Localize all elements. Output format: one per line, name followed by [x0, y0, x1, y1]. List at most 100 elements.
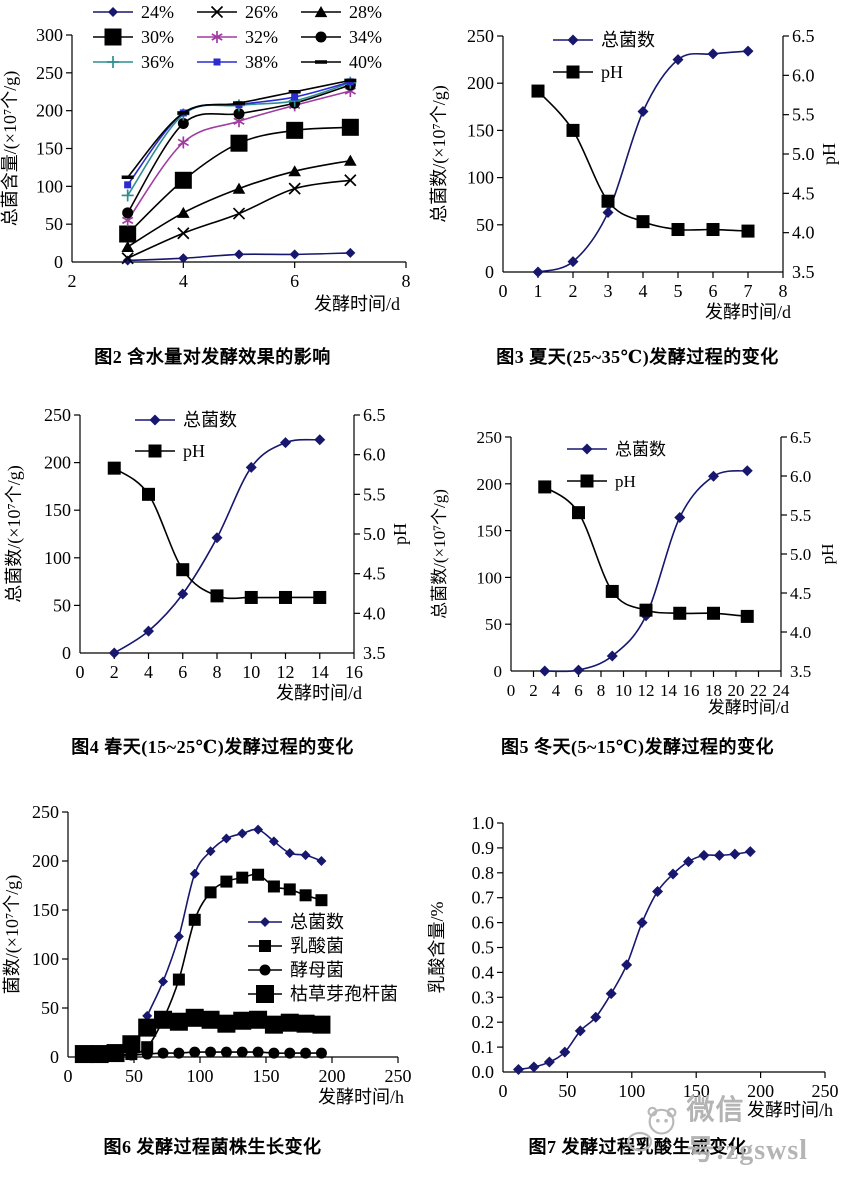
svg-text:乳酸含量/%: 乳酸含量/%: [427, 901, 447, 993]
svg-text:12: 12: [277, 662, 295, 682]
svg-text:26%: 26%: [245, 2, 278, 22]
svg-text:2: 2: [68, 271, 77, 291]
svg-text:200: 200: [477, 475, 503, 494]
fig4-caption: 图4 春天(15~25℃)发酵过程的变化: [71, 737, 354, 757]
svg-text:0: 0: [62, 643, 71, 663]
svg-text:菌数/(×10⁷个/g): 菌数/(×10⁷个/g): [2, 875, 23, 994]
series-24%: [122, 247, 356, 266]
svg-text:0: 0: [485, 262, 494, 282]
tick-labels: 0 50 100 150 200 250 300 2 4 6 8: [36, 25, 411, 291]
svg-text:0.6: 0.6: [472, 913, 495, 933]
svg-text:总菌数: 总菌数: [290, 912, 344, 932]
svg-text:10: 10: [242, 662, 260, 682]
series-28%: [121, 154, 357, 252]
series-pH: [538, 480, 754, 623]
svg-text:0: 0: [50, 1047, 59, 1067]
svg-text:3.5: 3.5: [790, 662, 811, 681]
axes: [497, 822, 826, 1078]
svg-text:200: 200: [747, 1081, 774, 1101]
svg-text:150: 150: [32, 900, 59, 920]
svg-text:4.5: 4.5: [790, 584, 811, 603]
svg-text:200: 200: [36, 101, 63, 121]
svg-text:4.5: 4.5: [363, 564, 386, 584]
axes: [497, 35, 789, 278]
svg-text:150: 150: [467, 120, 494, 140]
svg-text:0: 0: [494, 662, 503, 681]
svg-text:16: 16: [345, 662, 363, 682]
svg-text:2: 2: [110, 662, 119, 682]
svg-text:pH: pH: [183, 441, 205, 461]
svg-text:pH: pH: [615, 472, 636, 491]
svg-text:50: 50: [125, 1066, 143, 1086]
svg-text:200: 200: [44, 453, 71, 473]
svg-text:250: 250: [44, 405, 71, 425]
svg-text:5.0: 5.0: [792, 144, 815, 164]
svg-text:50: 50: [45, 214, 63, 234]
svg-text:250: 250: [385, 1066, 412, 1086]
fig4-chart: 0 50 100 150 200 250 0 2 4 6 8 10 12 14 163.5 4.0 4.5 5.0…: [4, 405, 410, 703]
svg-text:250: 250: [812, 1081, 839, 1101]
svg-text:100: 100: [32, 949, 59, 969]
svg-text:1.0: 1.0: [472, 813, 495, 833]
axis-titles: 总菌数/(×10⁷个/g) pH 发酵时间/d: [429, 85, 839, 322]
legend: 总菌数 pH: [135, 410, 237, 461]
svg-text:4: 4: [552, 681, 561, 700]
svg-text:总菌数/(×10⁷个/g): 总菌数/(×10⁷个/g): [430, 489, 449, 619]
fig3-chart: 0 50 100 150 200 250 0 1 2 3 4 5 6 7 83.5 4.0 4.5 5.0 5.5 6…: [429, 26, 839, 322]
svg-text:pH: pH: [601, 62, 623, 82]
svg-text:20: 20: [728, 681, 745, 700]
svg-text:总菌数: 总菌数: [183, 410, 237, 430]
svg-text:4: 4: [639, 281, 648, 301]
figure-7: 0.0 0.1 0.2 0.3 0.4 0.5 0.6 0.7 0.8 0.9 1.0 0 50 100 1…: [425, 780, 850, 1178]
svg-text:200: 200: [319, 1066, 346, 1086]
svg-text:32%: 32%: [245, 27, 278, 47]
svg-text:5.0: 5.0: [363, 524, 386, 544]
svg-text:6.5: 6.5: [363, 405, 386, 425]
svg-text:6: 6: [709, 281, 718, 301]
svg-text:150: 150: [44, 500, 71, 520]
svg-text:0: 0: [76, 662, 85, 682]
svg-text:30%: 30%: [141, 27, 174, 47]
series-26%: [121, 174, 357, 265]
svg-text:6.0: 6.0: [792, 65, 815, 85]
axis-titles: 总菌数/(×10⁷个/g) pH 发酵时间/d: [4, 465, 410, 703]
svg-text:6.5: 6.5: [792, 26, 815, 46]
svg-text:6: 6: [178, 662, 187, 682]
svg-text:总菌数/(×10⁷个/g): 总菌数/(×10⁷个/g): [4, 465, 25, 602]
svg-text:4.0: 4.0: [363, 603, 386, 623]
legend: 24% 26% 28% 30% 32% 34% 36% 38% 40%: [93, 2, 382, 72]
svg-text:发酵时间/d: 发酵时间/d: [314, 294, 400, 314]
svg-text:0: 0: [499, 1081, 508, 1101]
fig7-caption: 图7 发酵过程乳酸生成变化: [528, 1137, 747, 1157]
svg-text:4.0: 4.0: [790, 623, 811, 642]
svg-text:5.5: 5.5: [792, 105, 815, 125]
svg-text:2: 2: [569, 281, 578, 301]
svg-text:22: 22: [750, 681, 767, 700]
svg-text:总菌数/(×10⁷个/g): 总菌数/(×10⁷个/g): [429, 85, 450, 222]
svg-text:6: 6: [574, 681, 583, 700]
series-pH: [107, 461, 327, 604]
svg-text:5.5: 5.5: [790, 506, 811, 525]
svg-text:200: 200: [32, 851, 59, 871]
svg-text:发酵时间/d: 发酵时间/d: [276, 683, 362, 703]
svg-text:100: 100: [44, 548, 71, 568]
series-乳酸含量: [512, 846, 756, 1076]
svg-text:150: 150: [683, 1081, 710, 1101]
figure-5: 0 50 100 150 200 250 0 2 4 6 8 10 12 14 16 18 20 22 24 3.5 4…: [425, 385, 850, 780]
svg-text:8: 8: [213, 662, 222, 682]
svg-text:14: 14: [311, 662, 329, 682]
svg-text:14: 14: [660, 681, 678, 700]
svg-text:250: 250: [477, 428, 503, 447]
svg-text:乳酸菌: 乳酸菌: [290, 936, 344, 956]
svg-text:300: 300: [36, 25, 63, 45]
svg-text:4: 4: [144, 662, 153, 682]
fig2-caption: 图2 含水量对发酵效果的影响: [94, 347, 331, 367]
axis-titles: 菌数/(×10⁷个/g) 发酵时间/h: [2, 875, 404, 1107]
svg-text:5.0: 5.0: [790, 545, 811, 564]
svg-text:8: 8: [779, 281, 788, 301]
svg-text:24%: 24%: [141, 2, 174, 22]
svg-text:50: 50: [558, 1081, 576, 1101]
svg-text:发酵时间/d: 发酵时间/d: [708, 698, 790, 717]
